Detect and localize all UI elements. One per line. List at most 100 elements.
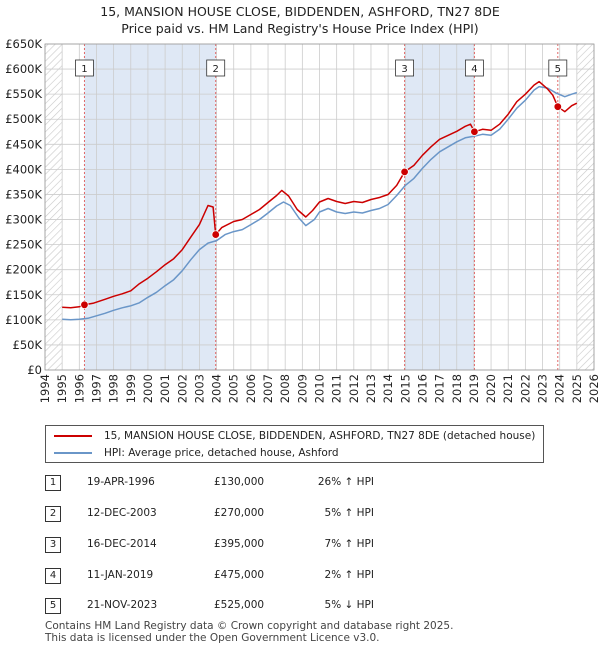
x-tick-label: 1994 xyxy=(38,374,52,403)
transaction-point xyxy=(211,230,220,239)
transaction-label: 1 xyxy=(81,64,87,75)
x-tick-label: 2000 xyxy=(141,374,155,403)
legend-label-property: 15, MANSION HOUSE CLOSE, BIDDENDEN, ASHF… xyxy=(104,430,536,442)
x-tick-label: 2010 xyxy=(313,374,327,403)
x-tick-label: 2017 xyxy=(433,374,447,403)
price-chart: 1 2 3 4 5 £0 £50K £100K £150K £200K £250K £300K £350… xyxy=(5,37,600,403)
transaction-date: 21-NOV-2023 xyxy=(87,599,158,611)
transaction-label-box xyxy=(465,59,484,77)
transaction-number: 5 xyxy=(45,598,61,614)
transaction-hpi-diff: 7% ↑ HPI xyxy=(324,538,374,550)
x-tick-label: 2006 xyxy=(244,374,258,403)
transaction-label-box xyxy=(75,59,94,77)
hatched-region xyxy=(576,44,594,370)
x-tick-label: 1997 xyxy=(89,374,103,403)
x-tick-label: 2022 xyxy=(518,374,532,403)
transaction-price: £130,000 xyxy=(214,476,265,488)
y-tick-label: £0 xyxy=(27,363,42,377)
y-tick-label: £350K xyxy=(5,187,42,201)
transaction-date: 19-APR-1996 xyxy=(87,476,155,488)
chart-subtitle: Price paid vs. HM Land Registry's House … xyxy=(121,21,479,36)
transaction-date: 16-DEC-2014 xyxy=(87,538,157,550)
x-tick-label: 2018 xyxy=(450,374,464,403)
footer-copyright: Contains HM Land Registry data © Crown c… xyxy=(45,620,454,632)
legend-swatch-hpi xyxy=(54,452,92,454)
x-tick-label: 2026 xyxy=(587,374,600,403)
transaction-row: 3 16-DEC-2014 £395,000 7% ↑ HPI xyxy=(45,535,585,557)
y-tick-label: £500K xyxy=(5,112,42,126)
transaction-point xyxy=(80,300,89,309)
y-tick-label: £200K xyxy=(5,263,42,277)
transaction-point xyxy=(400,167,409,177)
transaction-hpi-diff: 26% ↑ HPI xyxy=(317,476,374,488)
x-tick-label: 2001 xyxy=(158,374,172,403)
x-tick-label: 2023 xyxy=(536,374,550,403)
x-tick-label: 2005 xyxy=(227,374,241,403)
legend-label-hpi: HPI: Average price, detached house, Ashf… xyxy=(104,447,339,459)
transaction-number: 3 xyxy=(45,537,61,553)
y-tick-label: £100K xyxy=(5,313,42,327)
legend-swatch-property xyxy=(54,435,92,437)
chart-legend: 15, MANSION HOUSE CLOSE, BIDDENDEN, ASHF… xyxy=(45,425,544,463)
hatched-region xyxy=(45,44,63,370)
x-tick-label: 2011 xyxy=(330,374,344,403)
transaction-row: 5 21-NOV-2023 £525,000 5% ↓ HPI xyxy=(45,596,585,618)
transaction-point xyxy=(553,102,563,111)
x-tick-label: 2014 xyxy=(381,374,395,403)
x-tick-label: 2025 xyxy=(570,374,584,403)
x-tick-label: 2007 xyxy=(261,374,275,403)
x-tick-label: 2009 xyxy=(295,374,309,403)
transaction-label-box xyxy=(206,59,226,77)
transaction-hpi-diff: 5% ↑ HPI xyxy=(324,507,374,519)
y-tick-label: £450K xyxy=(5,137,42,151)
legend-item-hpi: HPI: Average price, detached house, Ashf… xyxy=(54,445,339,461)
x-tick-label: 2020 xyxy=(484,374,498,403)
transaction-price: £475,000 xyxy=(214,569,265,581)
transaction-date: 11-JAN-2019 xyxy=(87,569,154,581)
x-tick-label: 1998 xyxy=(107,374,121,403)
chart-title: 15, MANSION HOUSE CLOSE, BIDDENDEN, ASHF… xyxy=(100,4,500,19)
property-price-line xyxy=(62,80,578,309)
x-tick-label: 1995 xyxy=(55,374,69,403)
transaction-number: 1 xyxy=(45,475,61,491)
y-tick-label: £400K xyxy=(5,162,42,176)
transaction-date: 12-DEC-2003 xyxy=(87,507,157,519)
y-tick-label: £650K xyxy=(5,37,42,51)
hpi-line xyxy=(62,85,578,321)
transaction-label-box xyxy=(548,59,568,77)
transaction-label: 5 xyxy=(555,64,561,75)
y-tick-label: £250K xyxy=(5,238,42,252)
footer-licence: This data is licensed under the Open Gov… xyxy=(45,632,380,644)
x-tick-label: 2016 xyxy=(415,374,429,403)
transaction-price: £270,000 xyxy=(214,507,265,519)
transaction-price: £525,000 xyxy=(214,599,265,611)
ownership-shade xyxy=(84,44,216,370)
y-tick-label: £550K xyxy=(5,87,42,101)
x-tick-label: 1996 xyxy=(72,374,86,403)
transaction-number: 4 xyxy=(45,568,61,584)
y-tick-label: £600K xyxy=(5,62,42,76)
transaction-price: £395,000 xyxy=(214,538,265,550)
x-tick-label: 2004 xyxy=(210,374,224,403)
x-tick-label: 2003 xyxy=(192,374,206,403)
y-tick-label: £300K xyxy=(5,213,42,227)
x-tick-label: 2008 xyxy=(278,374,292,403)
transaction-label: 2 xyxy=(213,64,219,75)
transaction-label-box xyxy=(395,59,414,77)
transaction-hpi-diff: 5% ↓ HPI xyxy=(324,599,374,611)
x-tick-label: 2019 xyxy=(467,374,481,403)
x-tick-label: 2002 xyxy=(175,374,189,403)
transaction-row: 1 19-APR-1996 £130,000 26% ↑ HPI xyxy=(45,473,585,495)
transaction-hpi-diff: 2% ↑ HPI xyxy=(324,569,374,581)
x-tick-label: 2024 xyxy=(553,374,567,403)
transaction-row: 2 12-DEC-2003 £270,000 5% ↑ HPI xyxy=(45,504,585,526)
transaction-point xyxy=(470,127,479,136)
transaction-number: 2 xyxy=(45,506,61,522)
transaction-row: 4 11-JAN-2019 £475,000 2% ↑ HPI xyxy=(45,566,585,588)
x-tick-label: 2015 xyxy=(398,374,412,403)
y-tick-label: £150K xyxy=(5,288,42,302)
x-tick-label: 2013 xyxy=(364,374,378,403)
legend-item-property: 15, MANSION HOUSE CLOSE, BIDDENDEN, ASHF… xyxy=(54,428,535,444)
transaction-label: 4 xyxy=(471,64,477,75)
transaction-label: 3 xyxy=(401,64,407,75)
